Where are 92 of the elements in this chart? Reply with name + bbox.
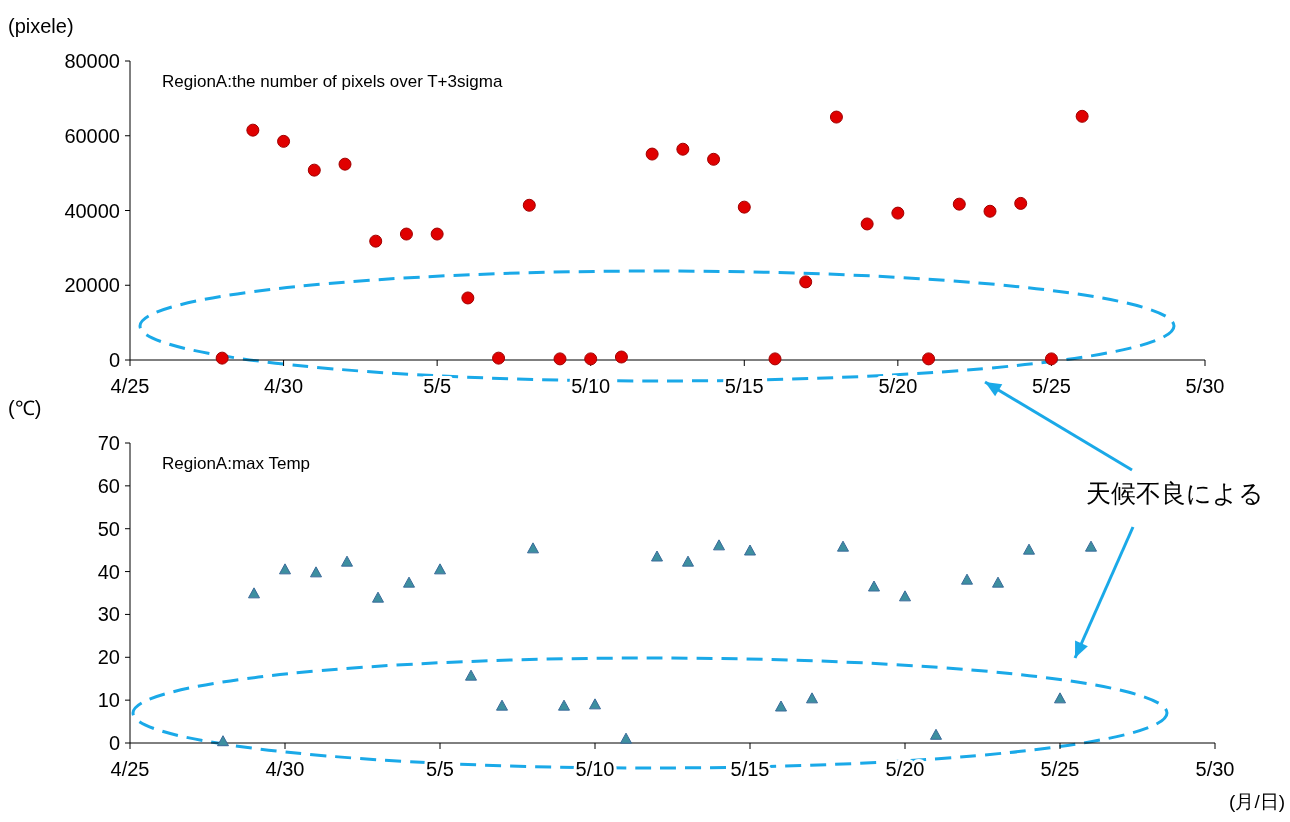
point [768, 352, 782, 366]
point [1023, 543, 1035, 555]
x-tick-label: 4/30 [264, 375, 304, 397]
point [837, 540, 849, 552]
point [461, 291, 475, 305]
point [465, 669, 477, 681]
point [522, 198, 536, 212]
point [399, 227, 413, 241]
point [891, 206, 905, 220]
point [930, 728, 942, 740]
y-axis-title: (pixele) [8, 15, 74, 37]
x-tick-label: 5/5 [423, 375, 452, 397]
y-tick-label: 70 [97, 432, 120, 454]
point [707, 152, 721, 166]
x-tick-label: 5/10 [571, 375, 611, 397]
point [277, 134, 291, 148]
y-tick-label: 10 [97, 689, 120, 712]
point [806, 692, 818, 704]
x-tick-label: 5/5 [426, 758, 454, 780]
point [1054, 692, 1066, 704]
x-tick-label: 5/20 [885, 758, 925, 780]
point [1085, 540, 1097, 552]
point [589, 698, 601, 710]
point [553, 352, 567, 366]
point [775, 700, 787, 712]
point [992, 576, 1004, 588]
point [558, 699, 570, 711]
point [799, 275, 813, 289]
point [369, 234, 383, 248]
point [829, 110, 843, 124]
point [1044, 352, 1058, 366]
x-tick-label: 5/10 [575, 758, 615, 780]
x-tick-label: 5/15 [724, 375, 764, 397]
point [614, 350, 628, 364]
point [527, 542, 539, 554]
point [1075, 109, 1089, 123]
point [651, 550, 663, 562]
x-tick-label: 5/25 [1031, 375, 1071, 397]
point [952, 197, 966, 211]
point [860, 217, 874, 231]
point [341, 555, 353, 567]
point [983, 204, 997, 218]
text: RegionA:max Temp [162, 454, 311, 473]
point [215, 351, 229, 365]
y-tick-label: 0 [108, 732, 120, 754]
point [246, 123, 260, 137]
point [307, 163, 321, 177]
point [430, 227, 444, 241]
point [310, 566, 322, 578]
x-tick-label: 4/30 [265, 758, 305, 780]
text: RegionA:the number of pixels over T+3sigma [162, 72, 503, 91]
point [961, 573, 973, 585]
point [338, 157, 352, 171]
point [868, 580, 880, 592]
y-tick-label: 0 [108, 349, 120, 371]
y-tick-label: 20 [97, 646, 120, 669]
y-tick-label: 60000 [64, 124, 120, 147]
x-axis-title: (月/日) [1229, 791, 1285, 812]
x-tick-label: 5/30 [1195, 758, 1235, 780]
y-tick-label: 20000 [64, 274, 120, 297]
y-tick-label: 50 [97, 517, 120, 540]
x-tick-label: 4/25 [110, 375, 150, 397]
x-tick-label: 5/30 [1185, 375, 1225, 397]
point [682, 555, 694, 567]
point [1014, 196, 1028, 210]
point [620, 732, 632, 744]
y-tick-label: 30 [97, 603, 120, 626]
y-tick-label: 60 [97, 474, 120, 497]
point [496, 699, 508, 711]
y-tick-label: 80000 [64, 50, 120, 72]
point [899, 590, 911, 602]
y-tick-label: 40 [97, 560, 120, 583]
point [248, 587, 260, 599]
point [217, 735, 229, 747]
point [584, 352, 598, 366]
x-tick-label: 5/25 [1040, 758, 1080, 780]
point [922, 352, 936, 366]
x-tick-label: 5/20 [878, 375, 918, 397]
point [676, 142, 690, 156]
point [434, 563, 446, 575]
point [713, 539, 725, 551]
x-tick-label: 4/25 [110, 758, 150, 780]
point [492, 351, 506, 365]
point [737, 200, 751, 214]
point [744, 544, 756, 556]
y-axis-title: (℃) [8, 397, 42, 419]
y-tick-label: 40000 [64, 199, 120, 222]
point [403, 576, 415, 588]
point [279, 563, 291, 575]
annotation: 天候不良による [1086, 479, 1264, 507]
point [645, 147, 659, 161]
point [372, 591, 384, 603]
